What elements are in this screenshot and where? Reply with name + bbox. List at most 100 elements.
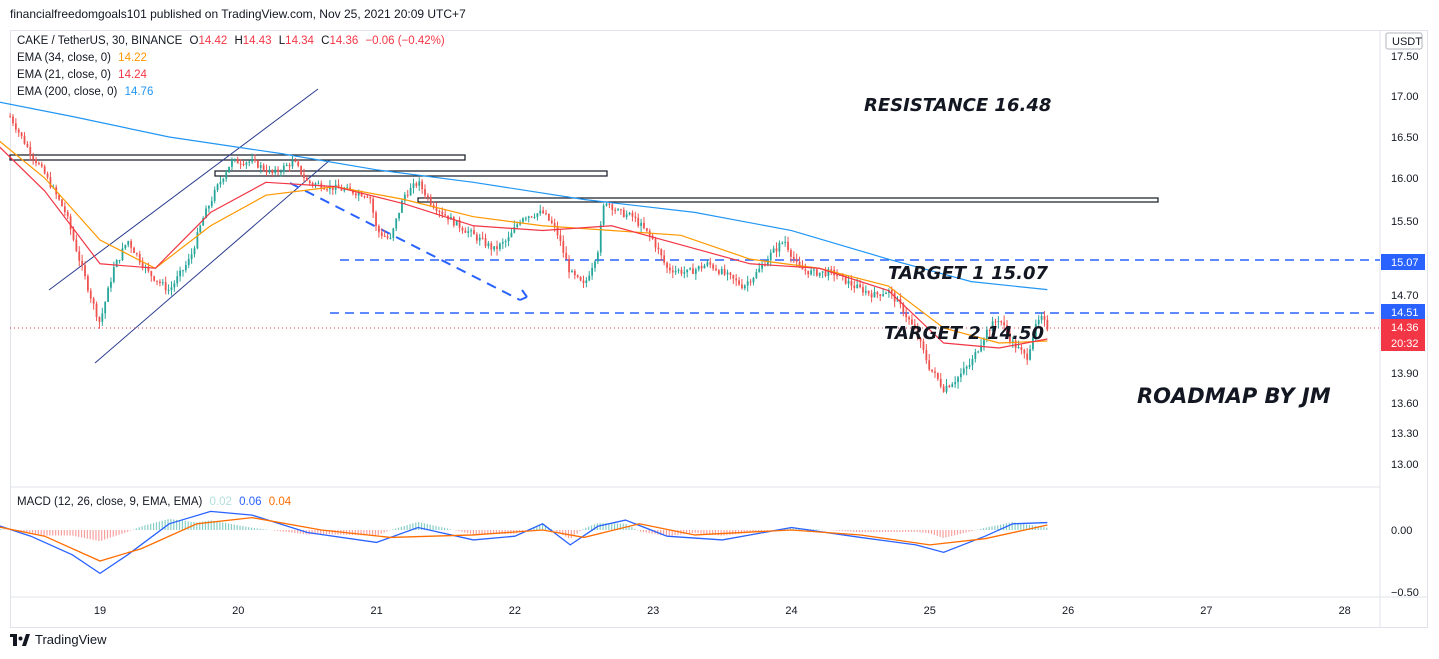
candle-body: [216, 184, 219, 191]
candle-body: [360, 192, 363, 197]
candle-body: [807, 270, 810, 275]
candle-body: [850, 280, 853, 286]
candle-body: [421, 181, 424, 190]
candle-body: [928, 360, 931, 370]
time-tick-label: 19: [94, 605, 106, 617]
candle-body: [288, 164, 291, 167]
price-axis[interactable]: 17.50 17.00 16.50 16.00 15.50 14.70 13.90 13.60…: [1391, 51, 1419, 471]
candle-body: [980, 345, 982, 352]
candle-body: [896, 299, 899, 302]
candle-body: [159, 281, 161, 284]
candle-body: [297, 161, 300, 166]
candle-body: [182, 270, 184, 272]
candle-body: [84, 265, 86, 277]
candle-body: [942, 386, 945, 392]
candle-body: [1032, 337, 1034, 350]
candle-body: [864, 290, 867, 293]
open-value: 14.42: [198, 35, 228, 47]
candle-body: [637, 217, 640, 226]
candle-body: [435, 208, 438, 212]
candle-body: [582, 280, 585, 284]
candle-body: [245, 162, 248, 165]
candle-body: [291, 160, 294, 167]
candle-body: [12, 116, 14, 124]
candle-body: [352, 189, 354, 194]
candle-body: [110, 281, 112, 288]
candle-body: [35, 159, 37, 164]
candle-body: [501, 242, 504, 244]
chart-frame: [10, 30, 1428, 628]
resistance-annotation[interactable]: RESISTANCE 16.48: [864, 95, 1051, 116]
candle-body: [749, 281, 752, 283]
macd-tick-label: 0.00: [1391, 525, 1412, 537]
candle-body: [478, 237, 481, 241]
candle-body: [542, 210, 545, 214]
symbol-legend[interactable]: CAKE / TetherUS, 30, BINANCE O14.42 H14.…: [17, 35, 453, 47]
candle-body: [608, 203, 611, 205]
candle-body: [631, 212, 634, 217]
candle-body: [579, 276, 582, 281]
candle-body: [403, 194, 406, 201]
candle-body: [412, 183, 415, 188]
candle-body: [231, 160, 233, 167]
candle-body: [562, 241, 565, 253]
ema34-legend[interactable]: EMA (34, close, 0) 14.22: [17, 52, 151, 64]
candle-body: [585, 280, 588, 284]
candle-body: [124, 244, 127, 249]
high-label: H: [234, 35, 243, 47]
candle-body: [720, 269, 723, 274]
candle-body: [516, 224, 519, 227]
candle-body: [870, 293, 873, 298]
drawings[interactable]: [9, 88, 1380, 364]
candle-body: [876, 292, 879, 295]
candle-body: [954, 382, 957, 385]
tradingview-logo[interactable]: TradingView: [10, 632, 107, 647]
candle-body: [444, 214, 447, 216]
candle-body: [951, 384, 954, 387]
candle-body: [766, 260, 769, 266]
candle-body: [790, 249, 792, 257]
candle-body: [801, 266, 804, 270]
candle-body: [1026, 353, 1029, 360]
price-tag-box: [1381, 254, 1425, 270]
target1-annotation[interactable]: TARGET 1 15.07: [888, 263, 1048, 284]
candle-body: [452, 217, 455, 226]
price-tag-label: 14.36: [1391, 322, 1419, 334]
candle-body: [680, 269, 683, 274]
candle-body: [991, 321, 994, 331]
candle-body: [873, 292, 876, 298]
candle-body: [357, 192, 360, 196]
roadmap-annotation[interactable]: ROADMAP BY JM: [1137, 384, 1331, 408]
candle-body: [735, 278, 738, 281]
candle-body: [467, 231, 470, 233]
symbol-name[interactable]: CAKE / TetherUS, 30, BINANCE: [17, 35, 183, 47]
candle-body: [1046, 319, 1049, 330]
macd-line-value: 0.06: [239, 496, 262, 508]
candle-body: [908, 317, 910, 320]
candle-body: [985, 329, 988, 339]
candle-body: [640, 222, 642, 226]
candle-body: [280, 171, 282, 173]
candle-body: [441, 211, 444, 215]
ema200-legend[interactable]: EMA (200, close, 0) 14.76: [17, 86, 157, 98]
candle-body: [530, 216, 533, 218]
candle-body: [934, 371, 936, 373]
candle-body: [473, 230, 475, 235]
candle-body: [481, 237, 484, 239]
candle-body: [326, 189, 328, 191]
target2-annotation[interactable]: TARGET 2 14.50: [884, 323, 1044, 344]
candle-body: [179, 270, 181, 277]
candle-body: [971, 358, 974, 366]
price-tick-label: 16.00: [1391, 173, 1419, 185]
candle-body: [591, 267, 594, 276]
candle-body: [343, 189, 346, 191]
macd-legend[interactable]: MACD (12, 26, close, 9, EMA, EMA) 0.02 0…: [17, 496, 295, 508]
ema21-legend[interactable]: EMA (21, close, 0) 14.24: [17, 69, 151, 81]
currency-badge[interactable]: USDT: [1392, 36, 1422, 48]
candle-body: [274, 169, 277, 173]
time-tick-label: 26: [1062, 605, 1074, 617]
candle-body: [622, 209, 625, 217]
candle-body: [879, 294, 882, 296]
time-axis[interactable]: 19 20 21 22 23 24 25 26 27 28: [94, 605, 1351, 617]
